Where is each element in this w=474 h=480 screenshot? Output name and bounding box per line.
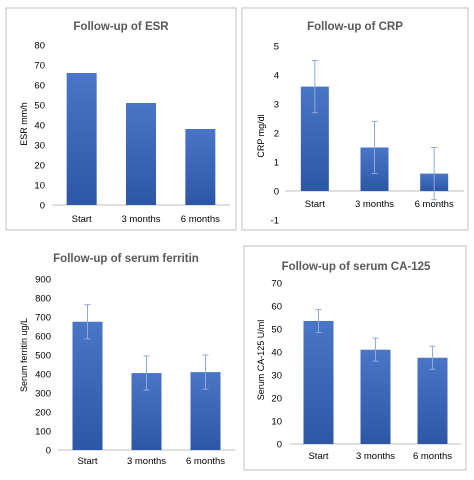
ca125-ytick-label: 50 (271, 325, 282, 336)
esr-category-label: 6 months (181, 214, 220, 225)
ferritin-ytick-label: 500 (35, 351, 51, 362)
ferritin-category-label: 3 months (127, 456, 166, 467)
chart-crp-title: Follow-up of CRP (307, 21, 403, 33)
crp-ytick-label: 4 (274, 71, 279, 82)
crp-ytick-label: 3 (274, 100, 279, 111)
crp-ytick-label: 1 (274, 158, 279, 169)
esr-ytick-label: 60 (34, 81, 45, 92)
chart-esr-ylabel: ESR mm/h (19, 102, 29, 146)
chart-crp-frame (241, 7, 469, 231)
chart-ca125: Follow-up of serum CA-125 Serum CA-125 U… (243, 245, 467, 471)
ferritin-ytick-label: 900 (35, 275, 51, 286)
ca125-ytick-label: 70 (271, 279, 282, 290)
ferritin-ytick-label: 0 (46, 446, 51, 457)
chart-esr-title: Follow-up of ESR (73, 21, 169, 33)
ca125-bar (303, 320, 334, 444)
esr-ytick-label: 50 (34, 101, 45, 112)
esr-bar (66, 73, 97, 205)
chart-ca125-ylabel: Serum CA-125 U/ml (256, 320, 266, 401)
ca125-category-label: 6 months (413, 451, 452, 462)
ferritin-category-label: 6 months (186, 456, 225, 467)
ca125-bar (360, 349, 391, 444)
esr-ytick-label: 80 (34, 41, 45, 52)
crp-ytick-label: 2 (274, 129, 279, 140)
crp-ytick-label: 0 (274, 187, 279, 198)
esr-ytick-label: 70 (34, 61, 45, 72)
esr-ytick-label: 40 (34, 121, 45, 132)
ferritin-ytick-label: 600 (35, 332, 51, 343)
ca125-bar (417, 357, 448, 444)
esr-ytick-label: 10 (34, 181, 45, 192)
esr-ytick-label: 30 (34, 141, 45, 152)
ferritin-ytick-label: 200 (35, 408, 51, 419)
esr-ytick-label: 0 (40, 201, 45, 212)
ferritin-ytick-label: 300 (35, 389, 51, 400)
ferritin-ytick-label: 800 (35, 294, 51, 305)
crp-category-label: 6 months (415, 199, 454, 210)
chart-ferritin-title: Follow-up of serum ferritin (53, 253, 199, 265)
chart-ferritin: Follow-up of serum ferritin Serum ferrit… (19, 253, 235, 467)
crp-ytick-label: 5 (274, 42, 279, 53)
ferritin-category-label: Start (77, 456, 97, 467)
chart-esr: Follow-up of ESR ESR mm/h 0 10 20 30 40 50 60 7… (5, 7, 237, 231)
ferritin-ytick-label: 700 (35, 313, 51, 324)
ca125-ytick-label: 0 (277, 440, 282, 451)
ca125-ytick-label: 20 (271, 394, 282, 405)
esr-bar (126, 103, 156, 205)
esr-category-label: Start (72, 214, 92, 225)
chart-crp-plot: -1 0 1 2 3 4 5 Start 3 months 6 months (271, 42, 464, 227)
ca125-ytick-label: 30 (271, 371, 282, 382)
ca125-category-label: 3 months (356, 451, 395, 462)
chart-ferritin-ylabel: Serum ferritin ug/L (19, 318, 29, 392)
chart-crp: Follow-up of CRP CRP mg/dl -1 0 1 2 3 4 5 Start… (241, 7, 469, 231)
chart-ferritin-plot: 0 100 200 300 400 500 600 700 800 900 Start 3 month… (35, 275, 235, 467)
crp-category-label: Start (305, 199, 325, 210)
ferritin-ytick-label: 400 (35, 370, 51, 381)
crp-ytick-label: -1 (271, 216, 279, 227)
ca125-ytick-label: 60 (271, 302, 282, 313)
ferritin-bar (72, 321, 103, 450)
esr-category-label: 3 months (121, 214, 160, 225)
chart-ca125-title: Follow-up of serum CA-125 (282, 261, 431, 273)
esr-bar (185, 129, 216, 205)
ca125-category-label: Start (308, 451, 328, 462)
esr-ytick-label: 20 (34, 161, 45, 172)
ca125-ytick-label: 40 (271, 348, 282, 359)
ferritin-ytick-label: 100 (35, 427, 51, 438)
chart-crp-ylabel: CRP mg/dl (256, 114, 266, 157)
chart-ca125-plot: 0 10 20 30 40 50 60 70 Start 3 months 6 months (271, 279, 461, 462)
chart-esr-plot: 0 10 20 30 40 50 60 70 80 Start 3 months 6 months (34, 41, 230, 225)
ca125-ytick-label: 10 (271, 417, 282, 428)
crp-category-label: 3 months (355, 199, 394, 210)
